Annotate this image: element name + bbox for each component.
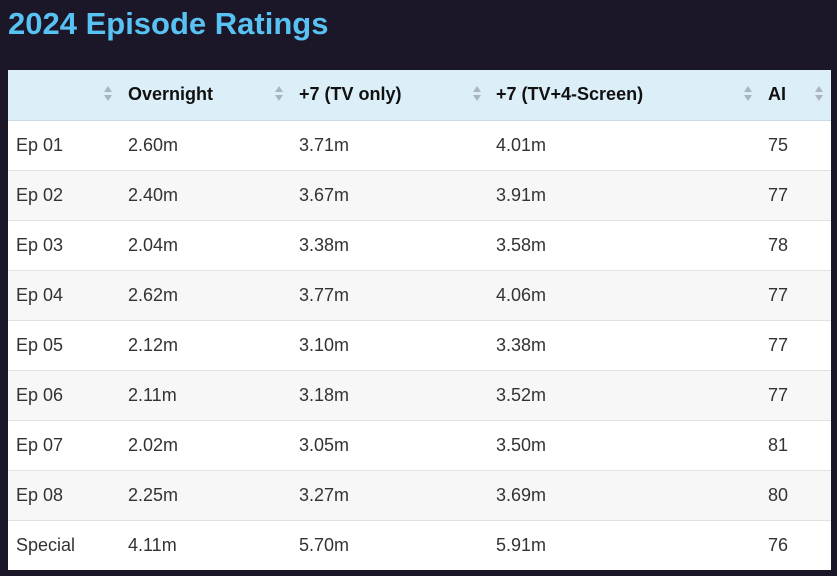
plus7-tv-4screen-cell: 3.91m: [496, 170, 768, 221]
column-header-label: Overnight: [128, 84, 214, 104]
table-row: Ep 06 2.11m 3.18m 3.52m 77: [8, 370, 831, 421]
episode-cell: Ep 06: [8, 370, 128, 421]
sort-arrows-icon[interactable]: [104, 86, 114, 106]
ai-cell: 77: [768, 270, 831, 321]
sort-arrows-icon[interactable]: [815, 86, 825, 106]
ai-cell: 76: [768, 520, 831, 570]
plus7-tv-4screen-cell: 3.50m: [496, 420, 768, 471]
episode-cell: Ep 05: [8, 320, 128, 371]
overnight-cell: 2.11m: [128, 370, 299, 421]
ai-cell: 78: [768, 220, 831, 271]
column-header-plus7-tv[interactable]: +7 (TV only): [299, 70, 496, 121]
ai-cell: 80: [768, 470, 831, 521]
column-header-label: AI: [768, 84, 786, 104]
column-header-ai[interactable]: AI: [768, 70, 831, 121]
plus7-tv-cell: 3.05m: [299, 420, 496, 471]
episode-cell: Ep 04: [8, 270, 128, 321]
overnight-cell: 2.40m: [128, 170, 299, 221]
episode-cell: Ep 02: [8, 170, 128, 221]
column-header-label: +7 (TV only): [299, 84, 402, 104]
plus7-tv-4screen-cell: 3.58m: [496, 220, 768, 271]
plus7-tv-4screen-cell: 4.06m: [496, 270, 768, 321]
plus7-tv-cell: 3.71m: [299, 120, 496, 171]
plus7-tv-4screen-cell: 5.91m: [496, 520, 768, 570]
column-header-episode[interactable]: [8, 70, 128, 121]
sort-arrows-icon[interactable]: [275, 86, 285, 106]
sort-arrows-icon[interactable]: [744, 86, 754, 106]
ai-cell: 77: [768, 170, 831, 221]
ratings-table: Overnight +7 (TV only) +7 (TV+4-Screen) …: [8, 70, 831, 570]
column-header-label: +7 (TV+4-Screen): [496, 84, 644, 104]
plus7-tv-cell: 3.67m: [299, 170, 496, 221]
plus7-tv-cell: 3.27m: [299, 470, 496, 521]
table-row: Ep 07 2.02m 3.05m 3.50m 81: [8, 420, 831, 471]
overnight-cell: 2.02m: [128, 420, 299, 471]
ratings-table-container: Overnight +7 (TV only) +7 (TV+4-Screen) …: [8, 70, 831, 570]
plus7-tv-4screen-cell: 3.38m: [496, 320, 768, 371]
plus7-tv-cell: 3.38m: [299, 220, 496, 271]
table-row: Ep 08 2.25m 3.27m 3.69m 80: [8, 470, 831, 521]
ai-cell: 77: [768, 370, 831, 421]
ai-cell: 77: [768, 320, 831, 371]
plus7-tv-cell: 5.70m: [299, 520, 496, 570]
ai-cell: 75: [768, 120, 831, 171]
page-title: 2024 Episode Ratings: [8, 6, 329, 41]
episode-cell: Special: [8, 520, 128, 570]
overnight-cell: 2.12m: [128, 320, 299, 371]
episode-cell: Ep 08: [8, 470, 128, 521]
column-header-overnight[interactable]: Overnight: [128, 70, 299, 121]
table-row: Ep 02 2.40m 3.67m 3.91m 77: [8, 170, 831, 221]
plus7-tv-4screen-cell: 3.52m: [496, 370, 768, 421]
plus7-tv-cell: 3.77m: [299, 270, 496, 321]
plus7-tv-cell: 3.18m: [299, 370, 496, 421]
overnight-cell: 4.11m: [128, 520, 299, 570]
episode-cell: Ep 01: [8, 120, 128, 171]
column-header-plus7-tv-4screen[interactable]: +7 (TV+4-Screen): [496, 70, 768, 121]
ai-cell: 81: [768, 420, 831, 471]
plus7-tv-4screen-cell: 4.01m: [496, 120, 768, 171]
table-header-row: Overnight +7 (TV only) +7 (TV+4-Screen) …: [8, 70, 831, 121]
episode-cell: Ep 07: [8, 420, 128, 471]
table-row: Ep 01 2.60m 3.71m 4.01m 75: [8, 120, 831, 171]
overnight-cell: 2.62m: [128, 270, 299, 321]
table-row: Ep 03 2.04m 3.38m 3.58m 78: [8, 220, 831, 271]
table-row: Ep 04 2.62m 3.77m 4.06m 77: [8, 270, 831, 321]
episode-cell: Ep 03: [8, 220, 128, 271]
plus7-tv-4screen-cell: 3.69m: [496, 470, 768, 521]
overnight-cell: 2.60m: [128, 120, 299, 171]
overnight-cell: 2.25m: [128, 470, 299, 521]
table-row: Special 4.11m 5.70m 5.91m 76: [8, 520, 831, 570]
plus7-tv-cell: 3.10m: [299, 320, 496, 371]
overnight-cell: 2.04m: [128, 220, 299, 271]
sort-arrows-icon[interactable]: [473, 86, 483, 106]
table-row: Ep 05 2.12m 3.10m 3.38m 77: [8, 320, 831, 371]
